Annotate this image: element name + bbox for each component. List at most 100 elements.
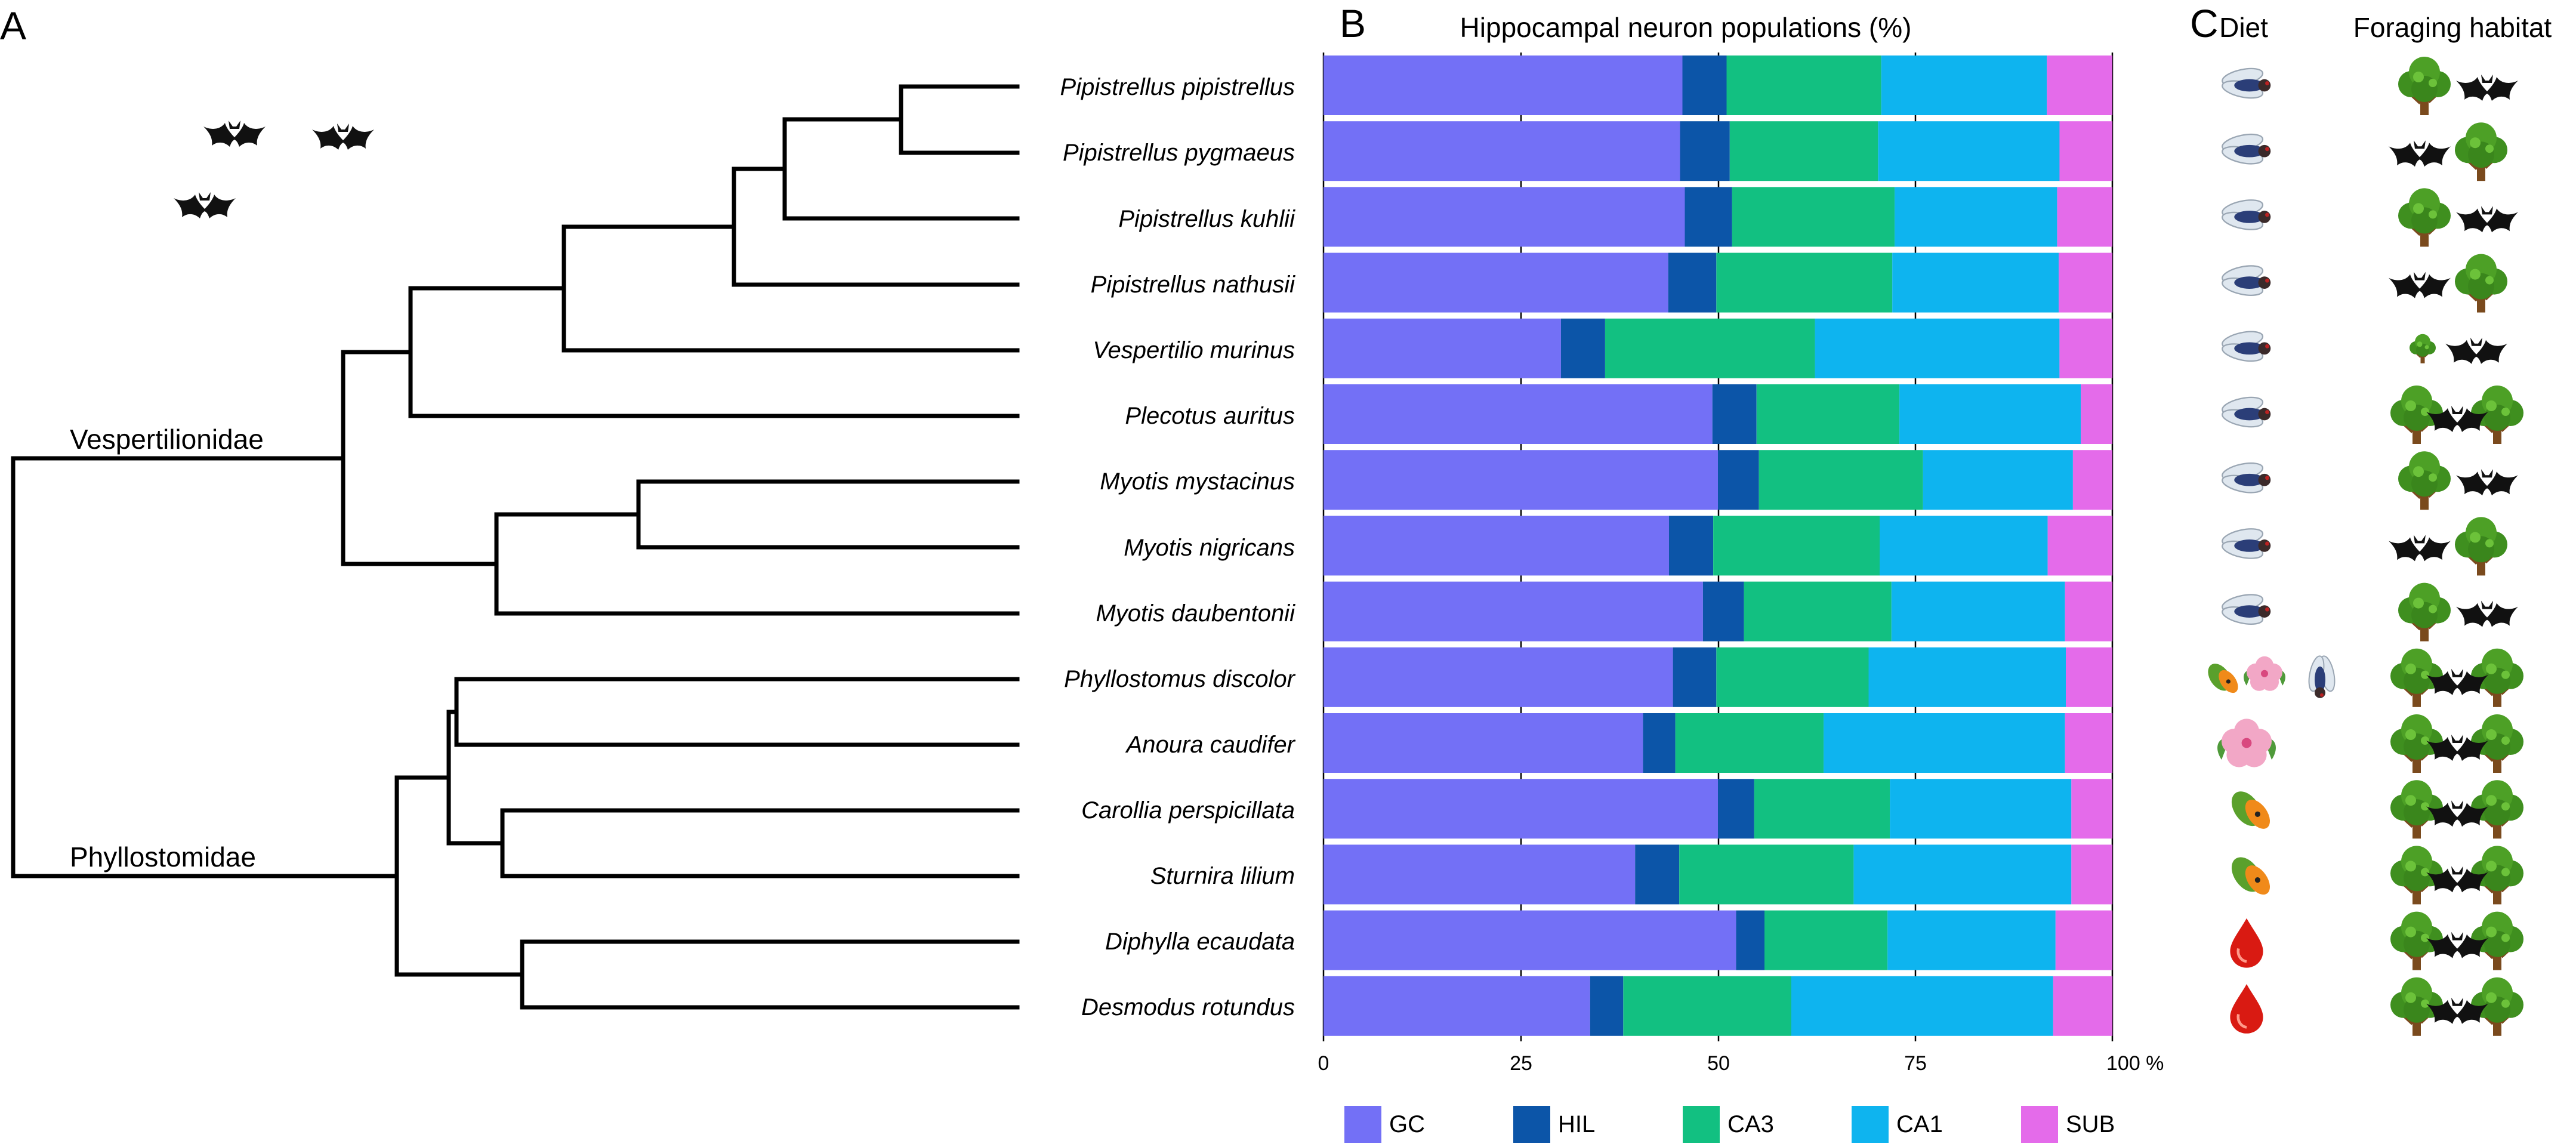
- x-tick-label: 75: [1904, 1052, 1927, 1075]
- tree-icon: [2455, 517, 2507, 575]
- species-label: Pipistrellus kuhlii: [1118, 206, 1295, 232]
- fly-icon: [2220, 591, 2272, 628]
- bar-segment-ca1: [1791, 976, 2053, 1036]
- bar-segment-hil: [1702, 581, 1744, 642]
- legend-swatch-gc: [1344, 1106, 1381, 1143]
- fly-icon: [2220, 262, 2272, 300]
- species-label: Pipistrellus pipistrellus: [1060, 74, 1295, 100]
- bar-segment-ca3: [1729, 121, 1878, 181]
- bar-segment-sub: [2065, 713, 2112, 773]
- tree-icon: [2408, 333, 2437, 365]
- legend-swatch-sub: [2021, 1106, 2058, 1143]
- phylogenetic-tree: [11, 84, 1020, 1010]
- bar-segment-ca1: [1895, 187, 2057, 247]
- bar-segment-gc: [1324, 318, 1561, 378]
- tree-icon: [2398, 57, 2451, 115]
- bar-segment-hil: [1680, 121, 1730, 181]
- bar-segment-sub: [2055, 910, 2112, 970]
- fly-icon: [2220, 459, 2272, 497]
- diet-column-header: Diet: [2219, 12, 2268, 43]
- tree-icon: [2398, 451, 2451, 510]
- bar-segment-gc: [1324, 976, 1590, 1036]
- x-tick-label: 100 %: [2106, 1052, 2164, 1075]
- bar-segment-hil: [1590, 976, 1624, 1036]
- bar-segment-hil: [1635, 844, 1680, 905]
- species-label: Anoura caudifer: [1125, 732, 1296, 758]
- bar-segment-sub: [2053, 976, 2113, 1036]
- bar-segment-ca1: [1880, 516, 2048, 576]
- legend-label-ca3: CA3: [1727, 1111, 1774, 1137]
- bar-segment-hil: [1685, 187, 1732, 247]
- fly-icon: [2306, 654, 2338, 699]
- bar-segment-sub: [2059, 252, 2112, 313]
- family-label-vespertilionidae: Vespertilionidae: [70, 424, 264, 455]
- x-tick-label: 0: [1318, 1052, 1329, 1075]
- legend-label-gc: GC: [1389, 1111, 1425, 1137]
- species-label: Myotis mystacinus: [1100, 468, 1295, 495]
- bar-segment-sub: [2059, 318, 2112, 378]
- species-label: Myotis nigricans: [1124, 535, 1295, 561]
- bar-segment-gc: [1324, 121, 1680, 181]
- bar-segment-ca3: [1675, 713, 1824, 773]
- legend-label-hil: HIL: [1558, 1111, 1595, 1137]
- bar-segment-hil: [1560, 318, 1605, 378]
- stacked-bars: [1324, 55, 2113, 1036]
- habitat-column-header: Foraging habitat: [2353, 12, 2552, 43]
- bar-segment-hil: [1718, 779, 1754, 839]
- bar-segment-sub: [2065, 581, 2112, 642]
- bar-segment-hil: [1669, 516, 1713, 576]
- species-label: Sturnira lilium: [1150, 863, 1295, 889]
- bar-segment-ca1: [1853, 844, 2072, 905]
- bar-segment-ca3: [1716, 647, 1869, 707]
- bar-segment-sub: [2071, 844, 2112, 905]
- bar-segment-ca3: [1744, 581, 1892, 642]
- bar-segment-ca3: [1754, 779, 1890, 839]
- papaya-fruit-icon: [2203, 659, 2242, 696]
- bar-segment-ca3: [1713, 516, 1880, 576]
- bar-segment-hil: [1673, 647, 1717, 707]
- bar-segment-ca3: [1605, 318, 1815, 378]
- bar-segment-sub: [2072, 450, 2112, 510]
- bar-segment-gc: [1324, 252, 1668, 313]
- fly-icon: [2220, 393, 2272, 431]
- bar-segment-sub: [2047, 55, 2112, 115]
- bar-segment-gc: [1324, 844, 1636, 905]
- bar-segment-ca1: [1892, 252, 2059, 313]
- papaya-fruit-icon: [2225, 852, 2275, 899]
- bar-segment-gc: [1324, 779, 1718, 839]
- bat-icon: [2456, 206, 2518, 233]
- bar-segment-ca1: [1891, 581, 2065, 642]
- bar-segment-ca1: [1815, 318, 2060, 378]
- species-label: Myotis daubentonii: [1096, 600, 1295, 627]
- bar-segment-ca3: [1716, 252, 1893, 313]
- species-label: Pipistrellus pygmaeus: [1063, 140, 1295, 166]
- tree-icon: [2455, 122, 2507, 181]
- legend-label-ca1: CA1: [1896, 1111, 1943, 1137]
- family-label-phyllostomidae: Phyllostomidae: [70, 841, 256, 872]
- species-label: Plecotus auritus: [1125, 403, 1295, 429]
- bar-segment-sub: [2057, 187, 2112, 247]
- panel-label-b: B: [1340, 1, 1366, 45]
- bar-segment-gc: [1324, 55, 1683, 115]
- fly-icon: [2220, 130, 2272, 168]
- bat-icon: [2445, 337, 2507, 364]
- legend-label-sub: SUB: [2066, 1111, 2115, 1137]
- bat-icon: [174, 192, 236, 218]
- bar-segment-sub: [2059, 121, 2112, 181]
- bar-segment-ca3: [1759, 450, 1923, 510]
- bar-segment-ca3: [1764, 910, 1888, 970]
- bar-segment-hil: [1643, 713, 1676, 773]
- bar-segment-gc: [1324, 647, 1673, 707]
- fly-icon: [2220, 64, 2272, 102]
- blood-drop-icon: [2230, 984, 2263, 1034]
- bar-segment-gc: [1324, 910, 1736, 970]
- bar-segment-ca1: [1868, 647, 2066, 707]
- papaya-fruit-icon: [2225, 785, 2275, 834]
- bar-segment-hil: [1668, 252, 1717, 313]
- bar-segment-ca1: [1899, 384, 2081, 444]
- bar-segment-gc: [1324, 384, 1713, 444]
- species-label: Phyllostomus discolor: [1064, 666, 1295, 692]
- bar-segment-hil: [1736, 910, 1764, 970]
- bat-icon: [2389, 272, 2451, 298]
